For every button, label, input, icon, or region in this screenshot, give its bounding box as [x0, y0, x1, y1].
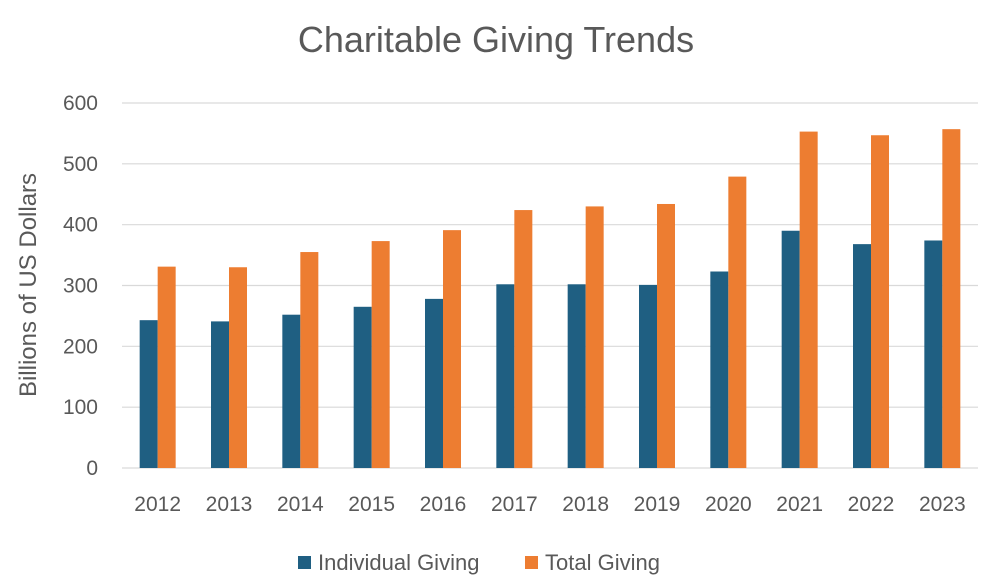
bar-total-giving	[728, 176, 747, 468]
bar-individual-giving	[639, 284, 657, 468]
x-tick-label: 2016	[420, 493, 467, 516]
y-tick-label: 400	[63, 214, 98, 237]
x-axis-ticks: 2012 2013 2014 2015 2016 2017 2018 2019 2020 2021…	[134, 493, 965, 516]
bar-total-giving	[371, 241, 390, 468]
bar-individual-giving	[139, 320, 158, 468]
bar-individual-giving	[781, 230, 800, 468]
bar-individual-giving	[211, 321, 229, 468]
x-tick-label: 2014	[277, 493, 324, 516]
bar-total-giving	[942, 129, 961, 469]
y-axis-label: Billions of US Dollars	[15, 173, 42, 397]
y-tick-label: 600	[63, 92, 98, 115]
legend-swatch	[525, 556, 538, 569]
x-tick-label: 2017	[491, 493, 538, 516]
x-tick-label: 2023	[919, 493, 966, 516]
bar-total-giving	[657, 203, 675, 468]
y-tick-label: 200	[63, 335, 98, 358]
bar-individual-giving	[353, 306, 372, 468]
bar-total-giving	[585, 206, 604, 468]
bar-total-giving	[157, 266, 176, 468]
bars	[139, 129, 961, 469]
legend-label: Individual Giving	[318, 550, 479, 575]
bar-total-giving	[799, 131, 818, 468]
bar-individual-giving	[496, 284, 515, 468]
bar-total-giving	[443, 230, 461, 468]
legend: Individual Giving Total Giving	[298, 550, 660, 575]
bar-total-giving	[514, 210, 533, 469]
bar-individual-giving	[567, 284, 586, 468]
bar-individual-giving	[425, 298, 443, 468]
x-tick-label: 2012	[134, 493, 181, 516]
x-tick-label: 2021	[776, 493, 823, 516]
x-tick-label: 2015	[348, 493, 395, 516]
x-tick-label: 2020	[705, 493, 752, 516]
legend-swatch	[298, 556, 311, 569]
bar-total-giving	[300, 252, 319, 468]
x-tick-label: 2018	[562, 493, 609, 516]
bar-individual-giving	[282, 314, 301, 468]
y-axis-ticks: 0 100 200 300 400 500 600	[63, 92, 98, 480]
y-tick-label: 100	[63, 396, 98, 419]
x-tick-label: 2019	[634, 493, 681, 516]
bar-total-giving	[871, 135, 889, 468]
x-tick-label: 2022	[848, 493, 895, 516]
y-tick-label: 300	[63, 275, 98, 298]
x-tick-label: 2013	[206, 493, 253, 516]
bar-total-giving	[229, 267, 247, 468]
bar-individual-giving	[853, 244, 871, 468]
y-tick-label: 500	[63, 153, 98, 176]
bar-individual-giving	[710, 271, 729, 468]
legend-label: Total Giving	[545, 550, 660, 575]
gridlines	[122, 102, 978, 469]
chart-title: Charitable Giving Trends	[298, 19, 694, 60]
bar-individual-giving	[924, 240, 943, 468]
y-tick-label: 0	[86, 457, 98, 480]
